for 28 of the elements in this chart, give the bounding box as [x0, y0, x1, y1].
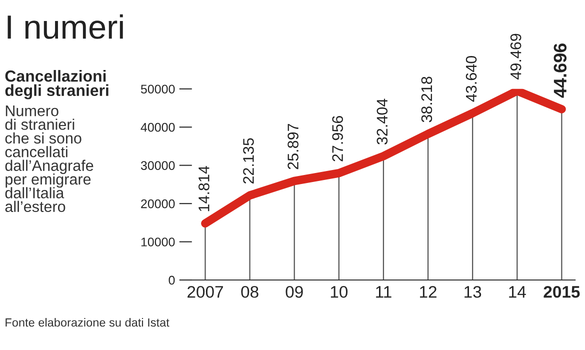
data-label: 49.469 — [510, 34, 522, 80]
x-tick-label: 09 — [286, 286, 303, 298]
x-tick-label: 14 — [509, 286, 526, 298]
text: Numero di stranieri che si sono cancellati dall’Anagrafe per emigrare dall’Italia all’estero — [5, 106, 94, 212]
y-tick-label: 10000 — [141, 238, 175, 246]
x-tick-label: 2007 — [188, 286, 223, 298]
y-tick-label: 40000 — [140, 122, 175, 132]
data-label: 32.404 — [376, 98, 388, 144]
x-tick-label: 2015 — [544, 286, 580, 298]
y-tick-label: 20000 — [141, 199, 175, 208]
x-tick-label: 12 — [420, 286, 436, 298]
y-tick-label: 50000 — [140, 84, 175, 94]
data-label: 14.814 — [198, 166, 210, 212]
x-tick-label: 08 — [241, 286, 258, 298]
chart-title: I numeri — [8, 14, 123, 39]
data-label: 44.696 — [554, 43, 567, 98]
y-tick-label: 0 — [168, 276, 175, 285]
x-tick-label: 13 — [464, 286, 482, 298]
data-label: 25.897 — [288, 124, 298, 170]
x-tick-label: 10 — [330, 286, 348, 298]
data-label: 38.218 — [421, 76, 432, 122]
source-note: Fonte elaborazione su dati Istat — [6, 318, 170, 327]
text: Cancellazioni degli stranieri — [5, 70, 108, 100]
data-label: 22.135 — [243, 138, 254, 184]
data-label: 27.956 — [332, 116, 344, 162]
x-tick-label: 11 — [376, 286, 392, 298]
y-tick-label: 30000 — [140, 161, 175, 170]
data-label: 43.640 — [466, 56, 477, 102]
